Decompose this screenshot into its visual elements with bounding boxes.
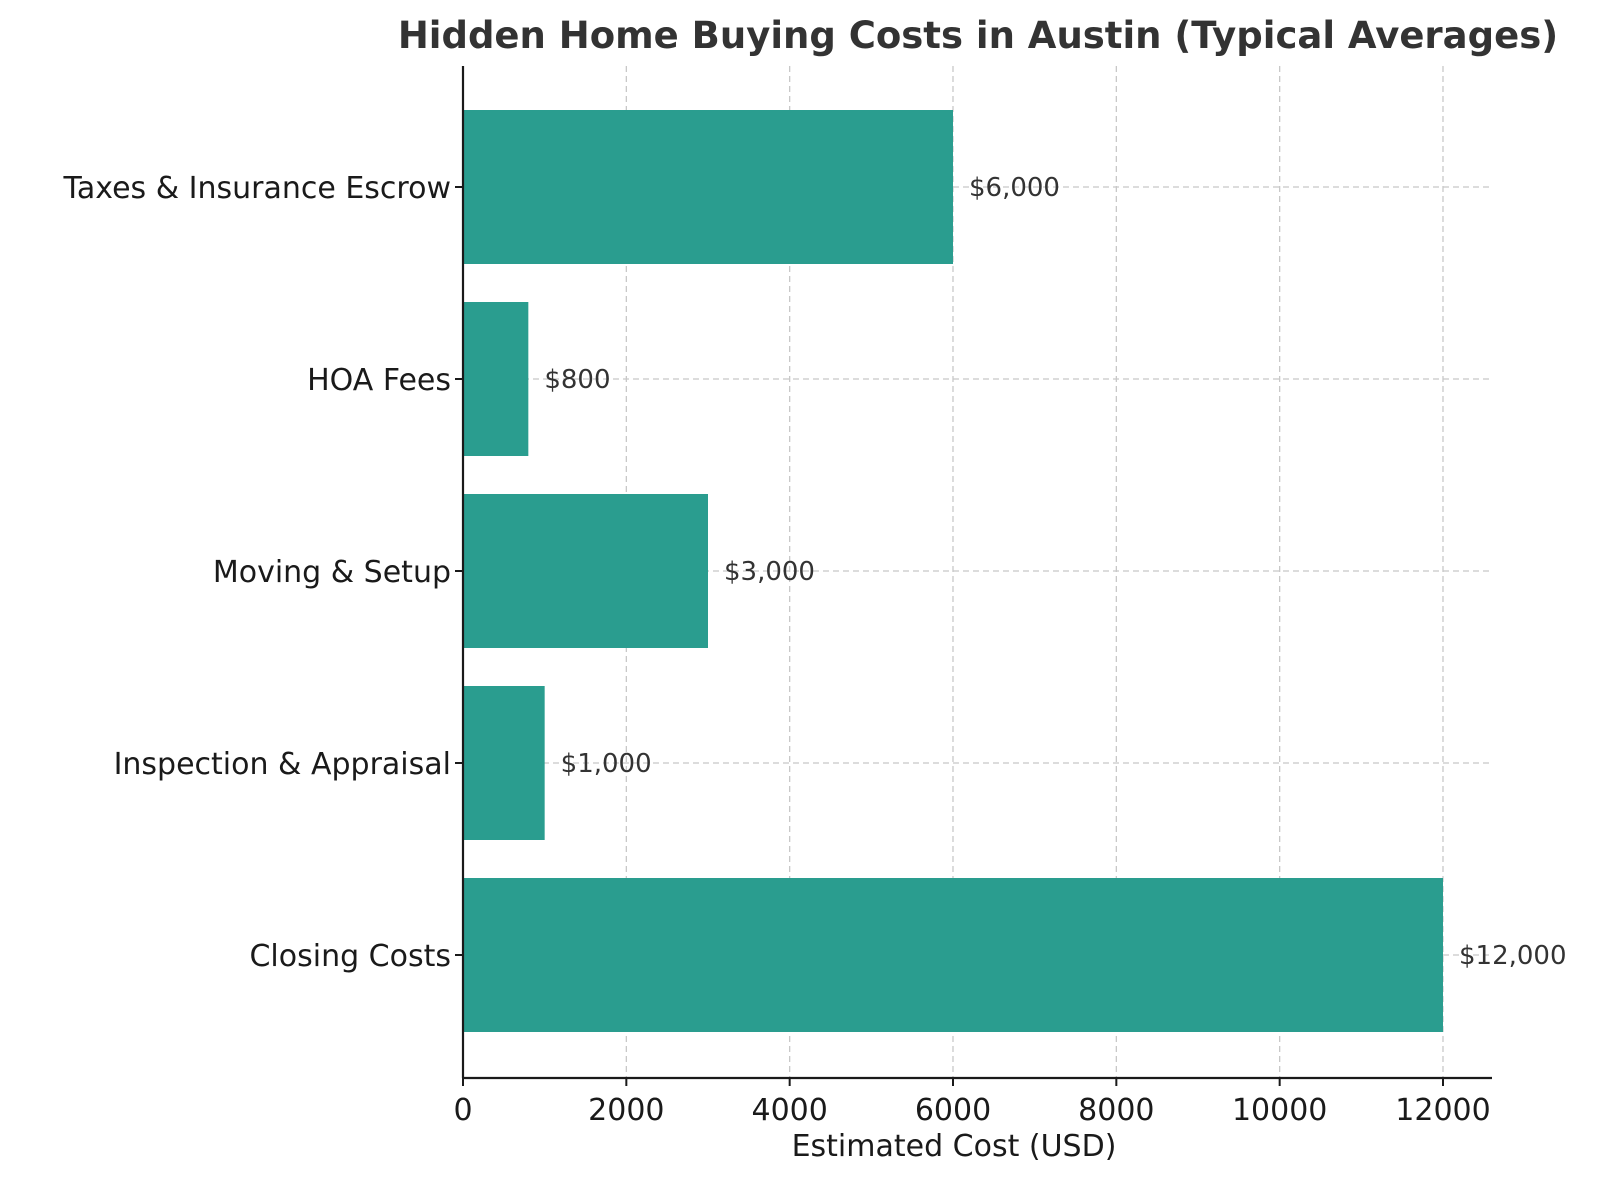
x-tick-label: 0	[453, 1093, 472, 1128]
bar-value-label: $6,000	[969, 173, 1060, 203]
bars	[463, 110, 1443, 1032]
x-tick-label: 2000	[588, 1093, 664, 1128]
bar	[463, 494, 708, 648]
x-tick-label: 6000	[915, 1093, 991, 1128]
bar	[463, 878, 1443, 1032]
bar-value-label: $800	[544, 365, 610, 395]
x-axis-title: Estimated Cost (USD)	[792, 1129, 1117, 1164]
y-tick-label: Moving & Setup	[213, 555, 451, 590]
bar	[463, 110, 953, 264]
bar	[463, 302, 529, 456]
y-tick-label: HOA Fees	[307, 363, 451, 398]
y-tick-label: Closing Costs	[249, 939, 451, 974]
y-tick-label: Inspection & Appraisal	[114, 747, 451, 782]
chart-title: Hidden Home Buying Costs in Austin (Typi…	[398, 14, 1558, 57]
x-tick-label: 12000	[1395, 1093, 1490, 1128]
y-tick-label: Taxes & Insurance Escrow	[63, 171, 452, 206]
bar-value-label: $12,000	[1459, 941, 1567, 971]
labels: 0 2000 4000 6000 8000 10000 12000 Closing Costs…	[63, 171, 1567, 1128]
bar-value-label: $1,000	[561, 749, 652, 779]
x-tick-label: 10000	[1232, 1093, 1327, 1128]
x-tick-label: 8000	[1078, 1093, 1154, 1128]
axes	[455, 66, 1492, 1086]
bar	[463, 686, 545, 840]
bar-value-label: $3,000	[724, 557, 815, 587]
x-tick-label: 4000	[751, 1093, 827, 1128]
